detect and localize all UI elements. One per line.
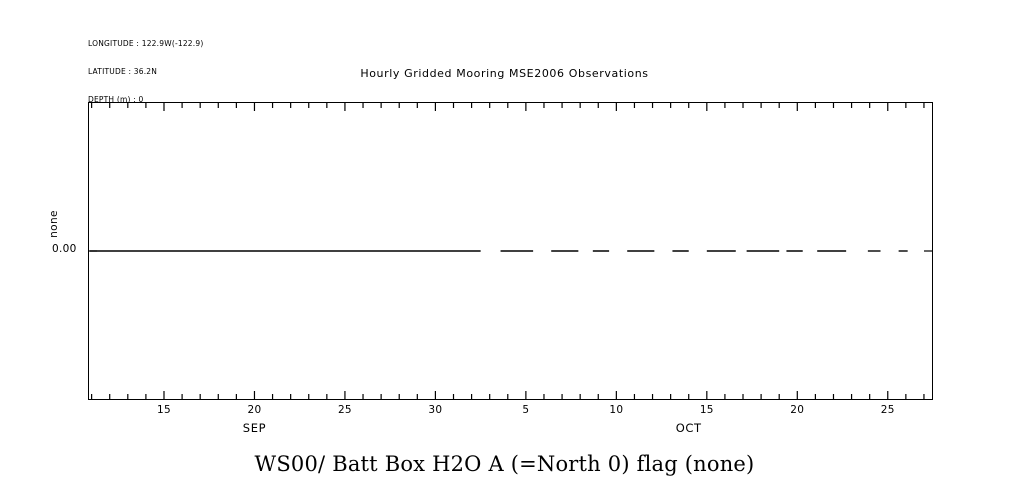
- x-axis-tick-label: 25: [880, 404, 895, 416]
- x-axis-month-label: OCT: [675, 421, 702, 435]
- x-axis-tick-label: 20: [247, 404, 262, 416]
- x-axis-tick-label: 15: [157, 404, 171, 416]
- x-axis-tick-label: 25: [337, 404, 352, 416]
- x-axis-tick-label: 20: [790, 404, 805, 416]
- plot-title: Hourly Gridded Mooring MSE2006 Observati…: [360, 67, 649, 80]
- plot-frame: [88, 102, 933, 400]
- metadata-longitude: LONGITUDE : 122.9W(-122.9): [88, 38, 204, 48]
- plot-area: [89, 103, 932, 399]
- x-axis-tick-label: 5: [522, 404, 530, 416]
- x-axis-tick-label: 10: [609, 404, 624, 416]
- y-axis-tick-label: 0.00: [52, 243, 77, 255]
- metadata-latitude: LATITUDE : 36.2N: [88, 67, 158, 77]
- plot-caption: WS00/ Batt Box H2O A (=North 0) flag (no…: [254, 452, 755, 476]
- x-axis-month-label: SEP: [242, 421, 267, 435]
- metadata-depth: DEPTH (m) : 0: [88, 95, 144, 105]
- x-axis-tick-label: 15: [699, 404, 714, 416]
- x-axis-tick-label: 30: [428, 404, 443, 416]
